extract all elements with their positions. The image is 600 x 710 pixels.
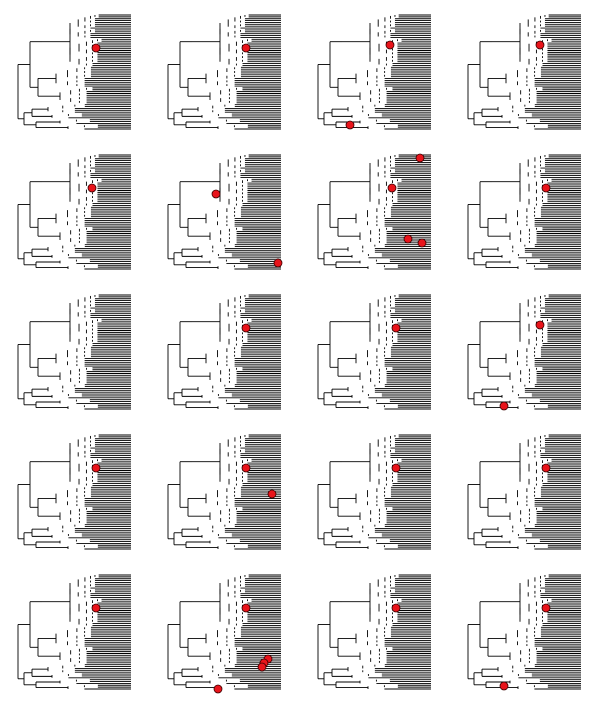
tree-panel xyxy=(458,570,600,710)
tree-panel xyxy=(308,570,458,710)
tree-diagram xyxy=(467,434,581,550)
tree-branches xyxy=(467,14,581,130)
tree-branches xyxy=(317,294,431,410)
tree-diagram xyxy=(467,574,581,691)
node-marker xyxy=(91,603,101,613)
node-marker xyxy=(211,189,221,199)
tree-branches xyxy=(467,434,581,550)
node-marker xyxy=(241,603,251,613)
tree-diagram xyxy=(17,154,131,270)
node-marker xyxy=(387,183,397,193)
tree-panel xyxy=(8,150,158,290)
tree-branches xyxy=(467,294,581,410)
node-marker xyxy=(499,681,509,691)
node-marker xyxy=(267,489,277,499)
node-marker xyxy=(345,120,355,130)
tree-diagram xyxy=(317,14,431,130)
node-marker xyxy=(499,401,509,411)
tree-branches xyxy=(317,434,431,550)
node-marker xyxy=(541,603,551,613)
node-marker xyxy=(535,320,545,330)
tree-panel xyxy=(308,10,458,150)
tree-panel xyxy=(308,290,458,430)
node-marker xyxy=(385,40,395,50)
node-marker xyxy=(241,43,251,53)
node-marker xyxy=(415,153,425,163)
tree-panel xyxy=(458,150,600,290)
tree-branches xyxy=(317,574,431,690)
node-marker xyxy=(91,463,101,473)
tree-diagram xyxy=(467,154,581,270)
tree-diagram xyxy=(17,434,131,550)
node-marker xyxy=(417,238,427,248)
tree-diagram xyxy=(167,14,281,130)
tree-diagram xyxy=(17,14,131,130)
node-marker xyxy=(391,463,401,473)
tree-branches xyxy=(17,294,131,410)
node-marker xyxy=(391,323,401,333)
tree-diagram xyxy=(167,574,281,694)
node-marker xyxy=(273,258,283,268)
tree-branches xyxy=(167,14,281,130)
tree-branches xyxy=(467,574,581,690)
node-marker xyxy=(541,463,551,473)
tree-branches xyxy=(167,434,281,550)
tree-branches xyxy=(17,434,131,550)
tree-branches xyxy=(167,574,281,690)
node-marker xyxy=(213,684,223,694)
node-marker xyxy=(391,603,401,613)
tree-diagram xyxy=(167,434,281,550)
node-marker xyxy=(87,183,97,193)
node-marker xyxy=(535,40,545,50)
tree-panel xyxy=(158,150,308,290)
tree-diagram xyxy=(317,574,431,690)
tree-panel xyxy=(158,430,308,570)
tree-panel xyxy=(8,430,158,570)
tree-branches xyxy=(317,14,431,130)
tree-diagram xyxy=(317,434,431,550)
tree-diagram xyxy=(467,294,581,411)
tree-panel xyxy=(158,570,308,710)
tree-branches xyxy=(317,154,431,270)
node-marker xyxy=(541,183,551,193)
tree-panel xyxy=(158,10,308,150)
tree-branches xyxy=(17,574,131,690)
tree-panel xyxy=(158,290,308,430)
tree-diagram xyxy=(17,294,131,410)
tree-branches xyxy=(17,154,131,270)
tree-panel xyxy=(8,570,158,710)
tree-diagram xyxy=(167,154,283,270)
tree-diagram xyxy=(167,294,281,410)
tree-panel xyxy=(458,290,600,430)
node-marker xyxy=(241,463,251,473)
node-marker xyxy=(91,43,101,53)
tree-diagram xyxy=(317,294,431,410)
tree-panel xyxy=(308,150,458,290)
tree-panel xyxy=(458,10,600,150)
tree-diagram xyxy=(467,14,581,130)
tree-branches xyxy=(167,154,281,270)
tree-panel xyxy=(458,430,600,570)
tree-diagram xyxy=(17,574,131,690)
tree-panel xyxy=(308,430,458,570)
tree-branches xyxy=(17,14,131,130)
tree-branches xyxy=(167,294,281,410)
node-marker xyxy=(403,234,413,244)
tree-branches xyxy=(467,154,581,270)
node-marker xyxy=(241,323,251,333)
tree-panel xyxy=(8,290,158,430)
tree-panel xyxy=(8,10,158,150)
tree-diagram xyxy=(317,153,431,270)
node-marker xyxy=(257,662,267,672)
